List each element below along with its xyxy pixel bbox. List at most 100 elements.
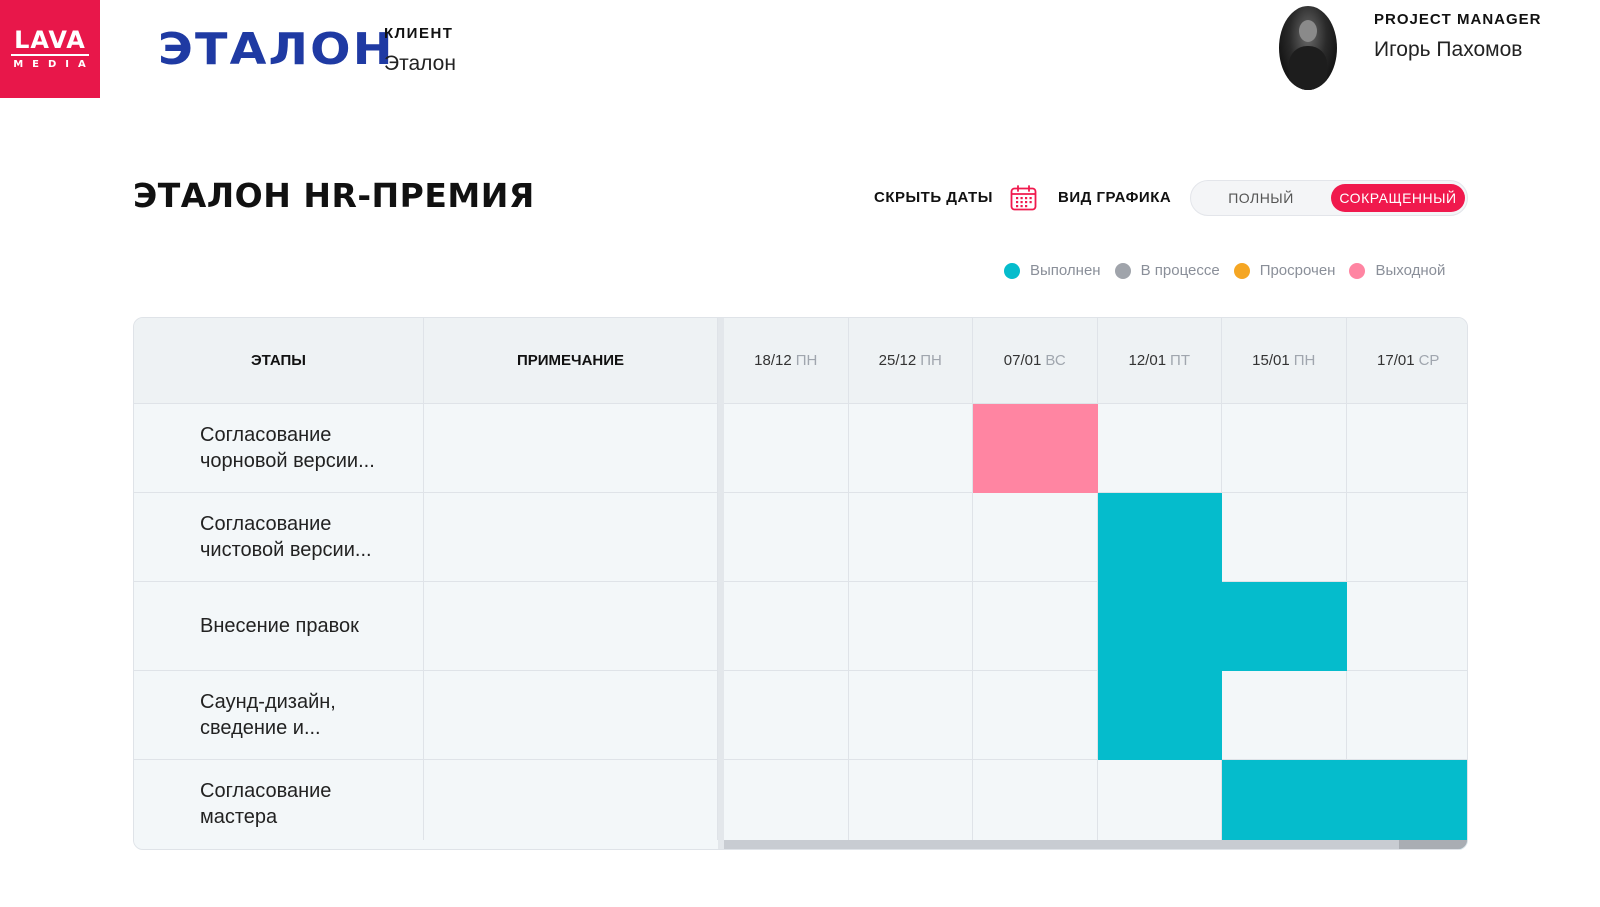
schedule-cell[interactable] [724, 404, 849, 493]
legend-item-in-progress: В процессе [1114, 262, 1220, 279]
scrollbar-thumb[interactable] [1399, 840, 1467, 849]
logo-line2: MEDIA [13, 58, 95, 70]
manager-label: PROJECT MANAGER [1374, 11, 1542, 28]
note-cell[interactable] [424, 582, 718, 671]
manager-avatar [1279, 6, 1337, 90]
legend-label: В процессе [1140, 262, 1220, 279]
calendar-icon[interactable] [1010, 185, 1037, 211]
weekday-label: ПН [920, 352, 942, 369]
date-label: 07/01 [1003, 352, 1042, 369]
date-header: 18/12 ПН [724, 318, 849, 404]
stage-cell[interactable]: Согласование чистовой версии... [134, 493, 424, 582]
schedule-cell[interactable] [848, 404, 973, 493]
schedule-cell-done[interactable] [1097, 671, 1222, 760]
weekday-label: ВС [1045, 352, 1066, 369]
date-label: 18/12 [754, 352, 792, 369]
stage-label: Согласование мастера [200, 780, 332, 828]
schedule-cell[interactable] [848, 760, 973, 849]
legend-item-done: Выполнен [1004, 262, 1101, 279]
schedule-cell[interactable] [724, 582, 849, 671]
date-label: 15/01 [1252, 352, 1290, 369]
stage-cell[interactable]: Согласование чорновой версии... [134, 404, 424, 493]
schedule-cell[interactable] [1097, 760, 1222, 849]
schedule-cell-done[interactable] [1346, 760, 1467, 849]
legend-label: Выполнен [1030, 262, 1101, 279]
schedule-cell-done[interactable] [1222, 582, 1347, 671]
schedule-cell[interactable] [1346, 671, 1467, 760]
schedule-cell-done[interactable] [1222, 760, 1347, 849]
schedule-cell[interactable] [724, 671, 849, 760]
weekday-label: ПН [795, 352, 818, 369]
note-cell[interactable] [424, 671, 718, 760]
date-header: 17/01 СР [1346, 318, 1467, 404]
legend-label: Выходной [1375, 262, 1446, 279]
legend-dot-holiday [1349, 262, 1366, 279]
schedule-cell-holiday[interactable] [973, 404, 1098, 493]
date-header: 25/12 ПН [848, 318, 973, 404]
legend-dot-in-progress [1114, 262, 1131, 279]
column-divider[interactable] [718, 318, 724, 849]
date-header: 12/01 ПТ [1097, 318, 1222, 404]
note-cell[interactable] [424, 493, 718, 582]
schedule-cell[interactable] [1346, 404, 1467, 493]
logo-line1: LAVA [14, 25, 86, 54]
date-label: 17/01 [1377, 352, 1415, 369]
table-bottom-strip [134, 840, 718, 849]
legend-dot-done [1004, 262, 1020, 279]
stage-label: Согласование чорновой версии... [200, 424, 375, 472]
legend-item-holiday: Выходной [1349, 262, 1445, 279]
schedule-cell[interactable] [724, 760, 849, 849]
client-name: Эталон [384, 52, 456, 75]
logo-divider [11, 53, 89, 56]
date-header: 07/01 ВС [973, 318, 1098, 404]
schedule-cell[interactable] [1097, 404, 1222, 493]
view-option-full[interactable]: ПОЛНЫЙ [1228, 190, 1294, 206]
schedule-cell-done[interactable] [1097, 582, 1222, 671]
schedule-table: ЭТАПЫ ПРИМЕЧАНИЕ 18/12 ПН 25/12 ПН 07/01 ВС 12… [133, 317, 1468, 850]
schedule-cell[interactable] [1222, 493, 1347, 582]
legend-dot-overdue [1233, 262, 1250, 279]
schedule-cell[interactable] [848, 671, 973, 760]
schedule-cell[interactable] [1222, 404, 1347, 493]
view-option-short[interactable]: СОКРАЩЕННЫЙ [1331, 184, 1465, 212]
schedule-cell[interactable] [973, 671, 1098, 760]
header-note: ПРИМЕЧАНИЕ [424, 318, 718, 404]
legend-label: Просрочен [1259, 262, 1336, 279]
note-cell[interactable] [424, 760, 718, 849]
page-title: ЭТАЛОН HR-ПРЕМИЯ [133, 176, 535, 215]
client-label: КЛИЕНТ [384, 25, 454, 42]
horizontal-scrollbar[interactable] [724, 840, 1467, 849]
stage-label: Согласование чистовой версии... [200, 513, 372, 561]
lava-media-logo[interactable]: LAVA MEDIA [0, 0, 100, 98]
weekday-label: СР [1418, 352, 1440, 369]
schedule-cell[interactable] [724, 493, 849, 582]
date-header: 15/01 ПН [1222, 318, 1347, 404]
schedule-cell[interactable] [848, 582, 973, 671]
status-legend: Выполнен В процессе Просрочен Выходной [1004, 262, 1445, 279]
schedule-cell[interactable] [973, 493, 1098, 582]
stage-cell[interactable]: Саунд-дизайн, сведение и... [134, 671, 424, 760]
note-cell[interactable] [424, 404, 718, 493]
header-stages: ЭТАПЫ [134, 318, 424, 404]
legend-item-overdue: Просрочен [1233, 262, 1336, 279]
schedule-cell[interactable] [973, 760, 1098, 849]
stage-label: Внесение правок [200, 615, 359, 637]
weekday-label: ПН [1293, 352, 1316, 369]
schedule-cell[interactable] [1346, 582, 1467, 671]
stage-cell[interactable]: Согласование мастера [134, 760, 424, 849]
hide-dates-button[interactable]: СКРЫТЬ ДАТЫ [874, 189, 993, 206]
stage-label: Саунд-дизайн, сведение и... [200, 691, 336, 739]
schedule-cell[interactable] [973, 582, 1098, 671]
schedule-cell[interactable] [1346, 493, 1467, 582]
date-label: 12/01 [1128, 352, 1167, 369]
weekday-label: ПТ [1170, 352, 1190, 369]
avatar-body [1289, 46, 1327, 90]
schedule-cell[interactable] [1222, 671, 1347, 760]
schedule-cell-done[interactable] [1097, 493, 1222, 582]
client-logo: ЭТАЛОН [158, 24, 395, 75]
manager-name: Игорь Пахомов [1374, 38, 1523, 61]
schedule-cell[interactable] [848, 493, 973, 582]
stage-cell[interactable]: Внесение правок [134, 582, 424, 671]
view-mode-toggle[interactable]: ПОЛНЫЙ СОКРАЩЕННЫЙ [1190, 180, 1468, 216]
view-mode-label: ВИД ГРАФИКА [1058, 189, 1172, 206]
